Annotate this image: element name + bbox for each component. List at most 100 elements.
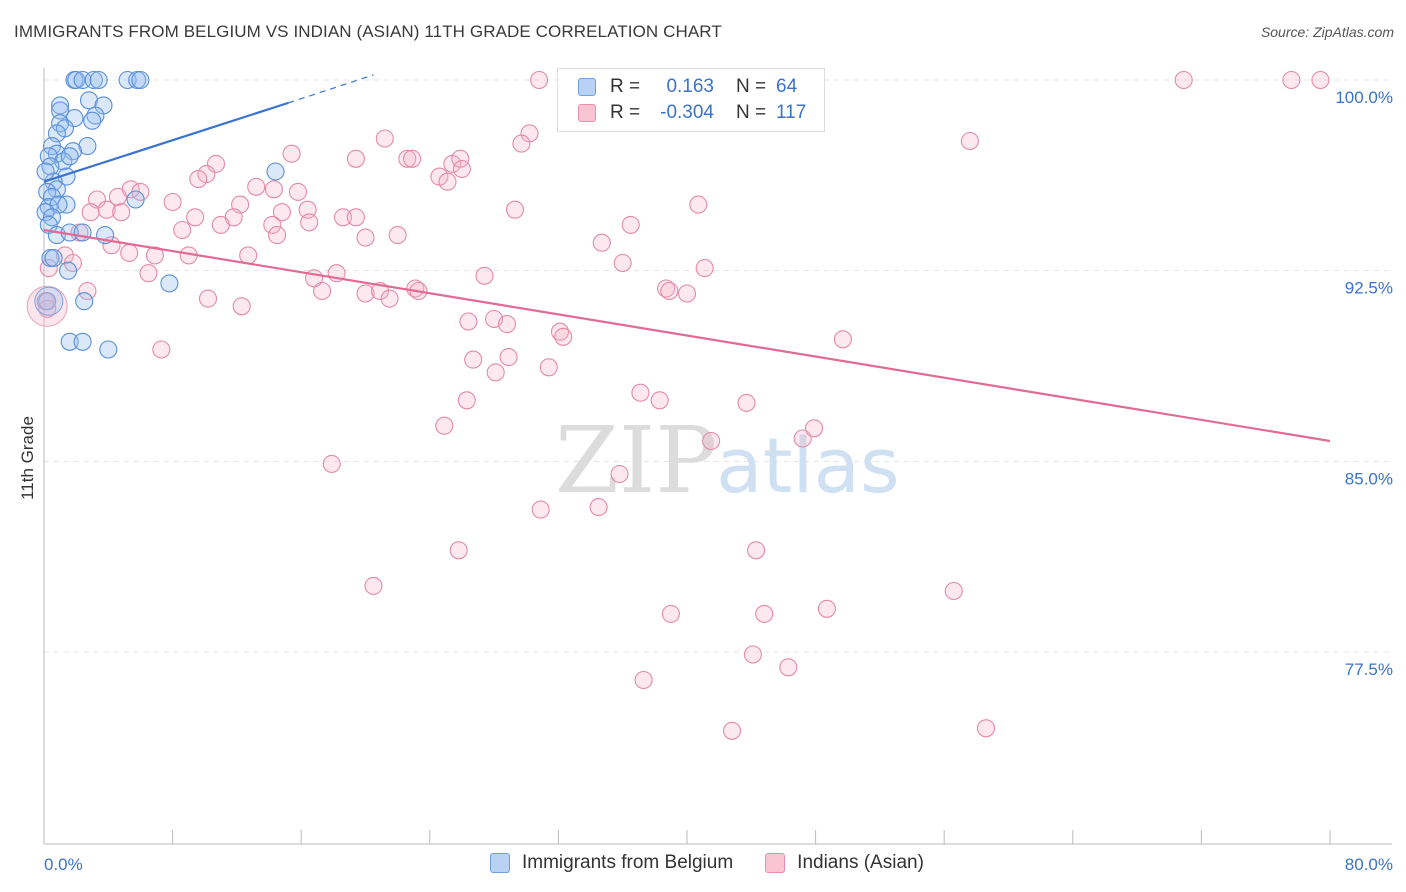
- belgium-point: [59, 261, 78, 280]
- indian-point: [695, 259, 714, 278]
- indian-point: [497, 315, 517, 334]
- r-value: -0.304: [660, 102, 714, 123]
- watermark-zip: ZIP: [555, 407, 717, 514]
- belgium-point: [118, 70, 137, 90]
- belgium-trend-extension: [288, 74, 374, 104]
- belgium-point: [51, 114, 70, 133]
- indian-point: [398, 149, 417, 168]
- indian-point: [634, 670, 653, 690]
- indian-point: [1282, 70, 1301, 90]
- belgium-point: [84, 70, 103, 90]
- indian-point: [677, 284, 697, 303]
- indian-point: [268, 226, 287, 245]
- indian-point: [152, 340, 171, 359]
- indian-point: [189, 170, 208, 189]
- indian-point: [960, 131, 979, 151]
- belgium-point: [41, 157, 60, 176]
- indian-point: [300, 213, 319, 232]
- belgium-point: [73, 223, 92, 242]
- y-tick-label: 100.0%: [1335, 88, 1393, 107]
- indian-point: [589, 498, 608, 517]
- indian-point: [702, 431, 721, 451]
- indian-point: [120, 243, 139, 262]
- belgium-point: [131, 70, 150, 90]
- belgium-point: [126, 190, 145, 209]
- indian-point: [272, 203, 291, 222]
- indian-point: [554, 327, 573, 346]
- indian-point: [211, 215, 230, 234]
- data-points: [26, 70, 1330, 740]
- indian-point: [364, 576, 383, 595]
- indian-point: [333, 208, 353, 227]
- indian-point: [793, 429, 812, 448]
- stats-row-belgium: R = 0.163 N = 64: [578, 75, 797, 99]
- indian-point: [112, 203, 131, 222]
- axes: [43, 68, 1392, 845]
- indian-point: [264, 180, 283, 199]
- legend-label-belgium: Immigrants from Belgium: [522, 852, 734, 873]
- belgium-point: [86, 106, 105, 125]
- belgium-point: [89, 70, 108, 90]
- indian-legend-swatch: [765, 853, 786, 873]
- indian-point: [743, 645, 762, 664]
- indian-point: [145, 246, 164, 265]
- belgium-point: [36, 162, 55, 181]
- indian-point: [163, 192, 182, 212]
- indian-point: [452, 159, 471, 179]
- indian-point: [833, 330, 852, 349]
- belgium-point: [99, 340, 118, 359]
- belgium-point: [73, 332, 92, 351]
- grid-lines: [44, 79, 1392, 653]
- indian-point: [313, 281, 332, 301]
- y-tick-label: 92.5%: [1345, 279, 1393, 298]
- stats-legend: R = 0.163 N = 64 R = -0.304 N = 117: [557, 68, 825, 132]
- belgium-point-large: [34, 286, 64, 316]
- indian-point-large: [26, 285, 68, 327]
- legend-item-indian[interactable]: Indians (Asian): [765, 852, 924, 874]
- indian-point: [804, 419, 824, 438]
- indian-point: [457, 391, 476, 410]
- indian-point: [976, 719, 996, 738]
- indian-point: [610, 464, 629, 484]
- belgium-point: [60, 332, 79, 351]
- indian-point: [737, 393, 756, 412]
- indian-point: [186, 208, 205, 227]
- indian-point: [689, 195, 708, 214]
- indian-point: [722, 721, 742, 740]
- n-label: N =: [736, 76, 767, 97]
- belgium-point: [38, 182, 57, 201]
- indian-point: [530, 70, 549, 90]
- indian-point: [173, 220, 192, 240]
- x-tick-label: 0.0%: [44, 855, 83, 874]
- r-label: R =: [610, 76, 641, 97]
- indian-point: [438, 172, 457, 191]
- belgium-point: [83, 111, 102, 130]
- indian-point: [108, 187, 127, 206]
- indian-point: [388, 226, 407, 245]
- indian-point: [282, 144, 301, 163]
- chart-title: IMMIGRANTS FROM BELGIUM VS INDIAN (ASIAN…: [14, 22, 722, 41]
- indian-point: [322, 454, 341, 473]
- indian-point: [660, 281, 679, 301]
- indian-point: [486, 363, 505, 382]
- indian-point: [512, 134, 531, 153]
- watermark-atlas: atlas: [716, 421, 900, 510]
- belgium-point: [79, 91, 99, 110]
- indian-point: [449, 541, 468, 560]
- indian-point: [232, 297, 251, 316]
- chart-source: Source: ZipAtlas.com: [1260, 24, 1394, 40]
- indian-point: [459, 312, 478, 331]
- legend-item-belgium[interactable]: Immigrants from Belgium: [490, 852, 733, 874]
- n-value: 117: [776, 102, 807, 123]
- indian-point: [356, 228, 375, 247]
- indian-point: [346, 149, 365, 168]
- indian-point: [592, 233, 611, 252]
- indian-point: [539, 358, 558, 377]
- indian-point: [356, 284, 375, 303]
- indian-point: [531, 500, 550, 519]
- indian-point: [464, 350, 483, 369]
- belgium-point: [51, 101, 70, 120]
- indian-point: [403, 149, 422, 168]
- x-tick-label: 80.0%: [1345, 855, 1393, 874]
